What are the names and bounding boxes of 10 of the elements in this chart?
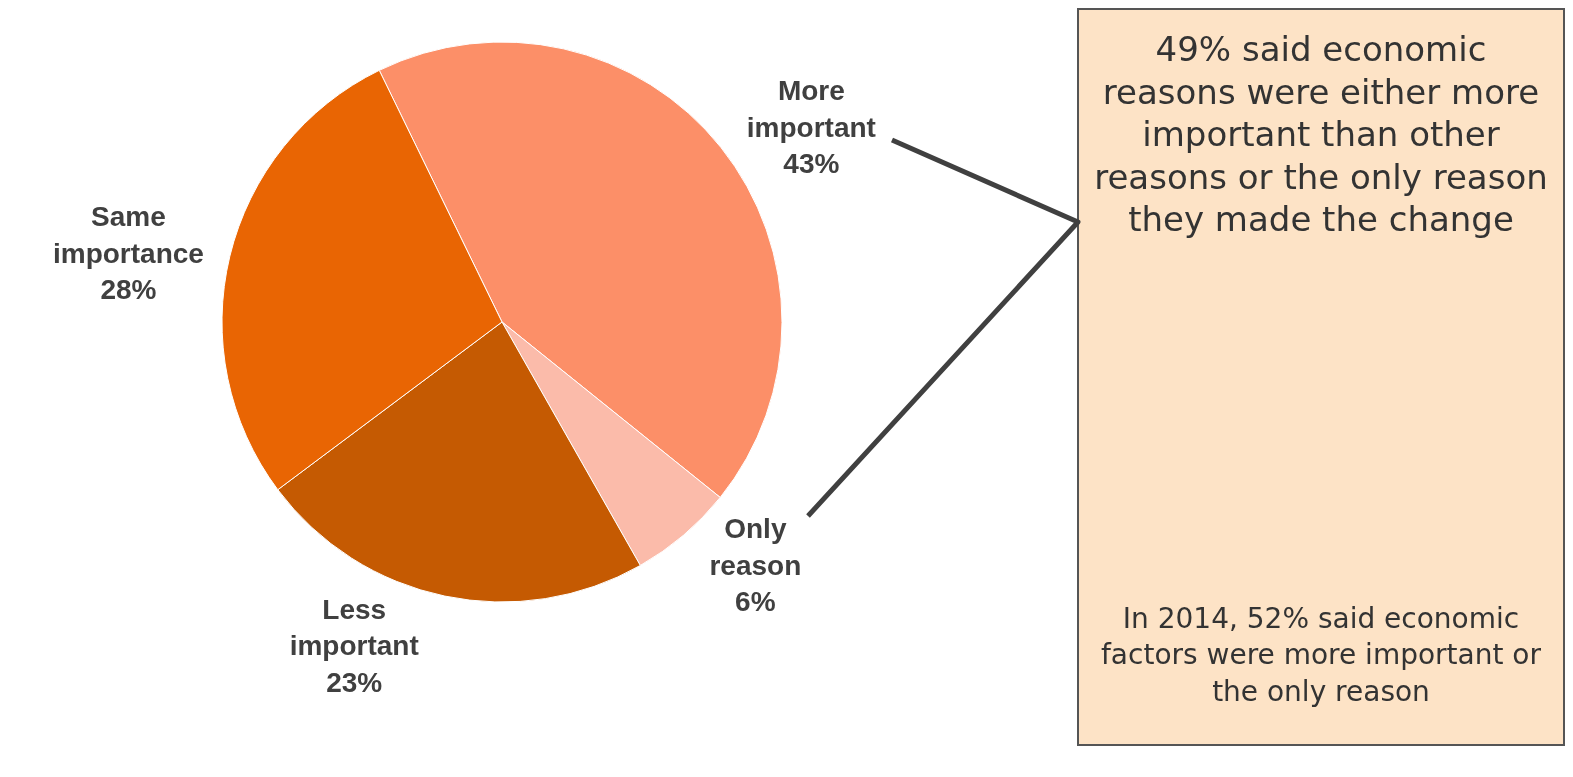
text: 49% said economic reasons were either more important than other reasons or the only reason they made the change — [1093, 28, 1549, 241]
data-label: 6% — [735, 586, 776, 618]
text: In 2014, 52% said economic factors were more important or the only reason — [1100, 600, 1542, 710]
slice-label: Same importance — [52, 201, 204, 269]
slice-label: Only reason — [709, 513, 802, 581]
slice-label: More important — [746, 75, 876, 143]
data-label: 23% — [326, 666, 383, 698]
data-label: 43% — [783, 148, 840, 180]
slice-label: Less important — [289, 593, 419, 662]
data-label: 28% — [100, 274, 157, 306]
